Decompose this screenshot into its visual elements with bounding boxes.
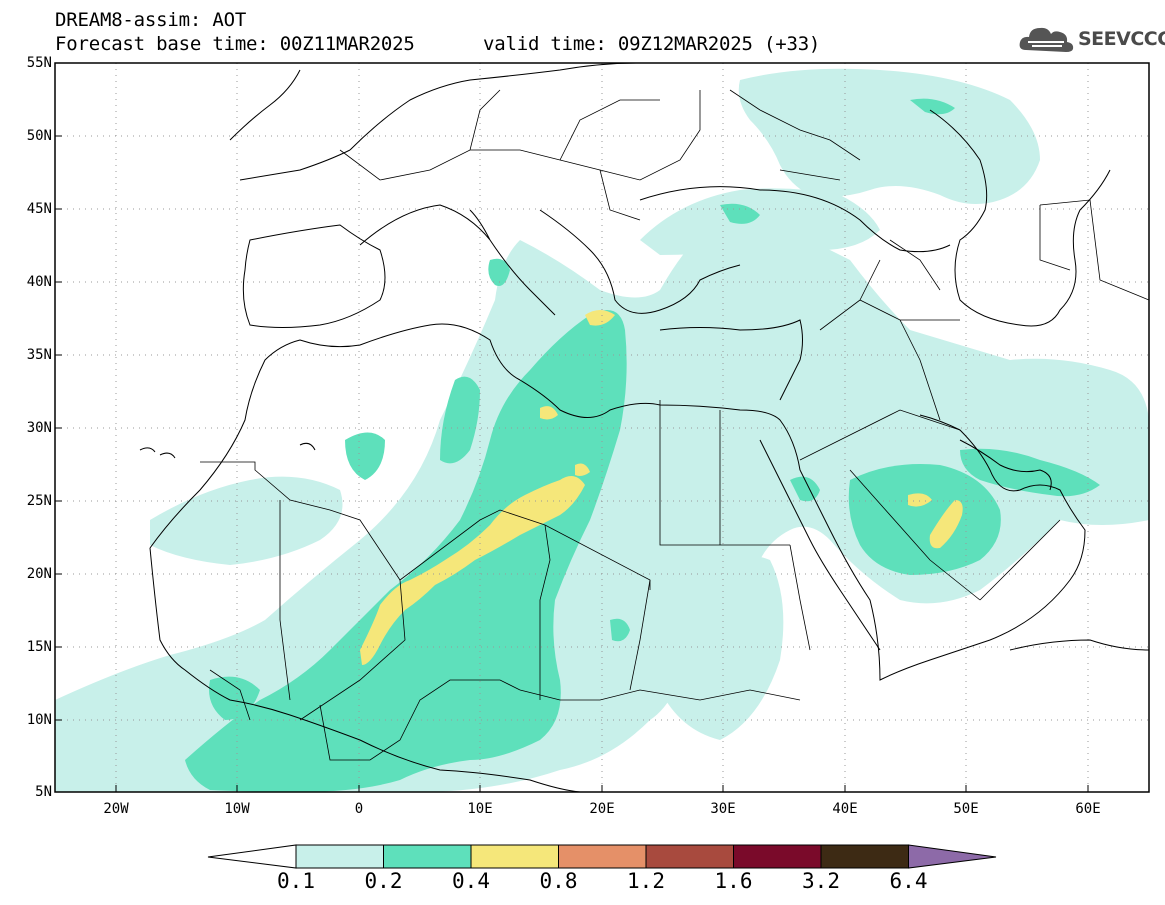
aot-level-0-4 bbox=[360, 310, 963, 665]
axis-ticks bbox=[55, 135, 1089, 792]
colorbar-bin-6 bbox=[733, 844, 822, 869]
colorbar-bin-2 bbox=[383, 844, 472, 869]
lat-label: 10N bbox=[26, 712, 52, 728]
lat-label: 25N bbox=[26, 493, 52, 509]
colorbar-label: 0.8 bbox=[539, 869, 578, 893]
lon-label: 50E bbox=[953, 801, 979, 817]
header-title: DREAM8-assim: AOT bbox=[55, 9, 247, 31]
lat-label: 45N bbox=[26, 201, 52, 217]
lon-label: 30E bbox=[710, 801, 736, 817]
logo-text: SEEVCCC bbox=[1078, 28, 1165, 50]
colorbar-bin-3 bbox=[470, 844, 559, 869]
colorbar-label: 1.6 bbox=[714, 869, 753, 893]
colorbar-under-arrow bbox=[207, 844, 297, 869]
lat-label: 15N bbox=[26, 639, 52, 655]
country-borders bbox=[200, 89, 1149, 761]
colorbar-label: 0.4 bbox=[452, 869, 490, 893]
colorbar-label: 0.2 bbox=[364, 869, 403, 893]
lon-label: 20E bbox=[589, 801, 615, 817]
graticule bbox=[55, 63, 1149, 792]
lat-label: 55N bbox=[26, 55, 52, 71]
forecast-valid-time: valid time: 09Z12MAR2025 (+33) bbox=[483, 33, 821, 55]
lon-label: 10E bbox=[467, 801, 493, 817]
coastlines bbox=[139, 63, 1149, 792]
lon-label: 10W bbox=[224, 801, 250, 817]
lon-label: 20W bbox=[103, 801, 129, 817]
colorbar-over-arrow bbox=[908, 844, 997, 869]
lat-label: 40N bbox=[26, 274, 52, 290]
lon-label: 40E bbox=[832, 801, 858, 817]
colorbar-label: 3.2 bbox=[802, 869, 840, 893]
lat-label: 35N bbox=[26, 347, 52, 363]
colorbar-label: 1.2 bbox=[627, 869, 665, 893]
lon-label: 0 bbox=[354, 801, 364, 817]
colorbar-label: 6.4 bbox=[889, 869, 928, 893]
cloud-icon bbox=[1019, 27, 1074, 52]
lat-label: 50N bbox=[26, 128, 52, 144]
colorbar-label: 0.1 bbox=[277, 869, 315, 893]
colorbar-bin-4 bbox=[558, 844, 647, 869]
lat-label: 5N bbox=[35, 784, 52, 800]
colorbar bbox=[207, 844, 997, 869]
forecast-base-time: Forecast base time: 00Z11MAR2025 bbox=[55, 33, 415, 55]
lat-label: 30N bbox=[26, 420, 52, 436]
lon-label: 60E bbox=[1075, 801, 1101, 817]
colorbar-bin-1 bbox=[295, 844, 384, 869]
lat-label: 20N bbox=[26, 566, 52, 582]
seevccc-logo: SEEVCCC bbox=[1018, 22, 1165, 56]
colorbar-bin-7 bbox=[820, 844, 909, 869]
colorbar-bin-5 bbox=[645, 844, 734, 869]
aot-level-0-2 bbox=[185, 98, 1100, 792]
